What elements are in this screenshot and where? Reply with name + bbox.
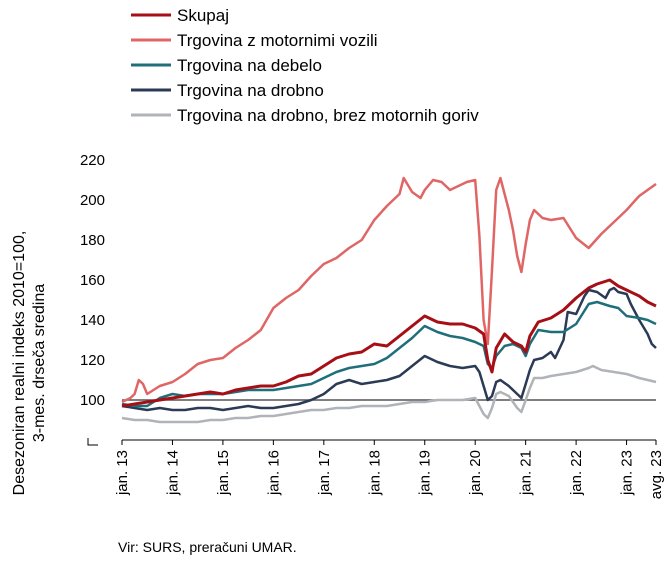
series-line-5 — [121, 364, 657, 424]
y-axis-title-line-2: 3-mes. drseča sredina — [31, 284, 48, 442]
y-tick-label: 120 — [80, 352, 105, 369]
y-axis: 100 120 140 160 180 200 220 — [80, 152, 105, 446]
x-tick-label: jan. 18 — [366, 450, 383, 496]
x-tick-label: jan. 22 — [568, 450, 585, 496]
axis-break-mark — [87, 438, 98, 446]
legend-label-1: Skupaj — [177, 6, 229, 25]
y-tick-label: 200 — [80, 192, 105, 209]
y-axis-title-line-1: Desezoniran realni indeks 2010=100, — [11, 231, 28, 496]
plot-area — [121, 176, 657, 424]
y-tick-label: 100 — [80, 392, 105, 409]
x-tick-label: jan. 13 — [114, 450, 131, 496]
x-tick-label: jan. 21 — [518, 450, 535, 496]
y-tick-label: 220 — [80, 152, 105, 169]
legend-label-3: Trgovina na debelo — [177, 56, 322, 75]
x-tick-label: avg. 23 — [648, 450, 665, 499]
y-tick-label: 140 — [80, 312, 105, 329]
x-tick-label: jan. 19 — [417, 450, 434, 496]
series-line-3 — [121, 300, 657, 408]
y-tick-label: 180 — [80, 232, 105, 249]
series-line-4 — [121, 286, 657, 412]
series-line-2 — [121, 176, 657, 404]
y-tick-label: 160 — [80, 272, 105, 289]
y-axis-title: Desezoniran realni indeks 2010=100, 3-me… — [11, 231, 48, 496]
x-tick-label: jan. 14 — [165, 450, 182, 496]
x-tick-label: jan. 23 — [619, 450, 636, 496]
x-tick-label: jan. 16 — [265, 450, 282, 496]
source-note: Vir: SURS, preračuni UMAR. — [118, 539, 297, 555]
x-tick-label: jan. 17 — [316, 450, 333, 496]
x-tick-label: jan. 15 — [215, 450, 232, 496]
x-axis: jan. 13 jan. 14 jan. 15 jan. 16 jan. 17 jan. … — [114, 439, 665, 499]
legend-label-5: Trgovina na drobno, brez motornih goriv — [177, 106, 479, 125]
legend-label-4: Trgovina na drobno — [177, 81, 324, 100]
legend-label-2: Trgovina z motornimi vozili — [177, 31, 378, 50]
x-tick-label: jan. 20 — [467, 450, 484, 496]
series-line-1 — [121, 278, 657, 408]
legend: Skupaj Trgovina z motornimi vozili Trgovin… — [131, 6, 479, 125]
